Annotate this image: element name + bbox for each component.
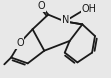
Text: N: N [62, 15, 69, 25]
Text: O: O [38, 1, 45, 11]
Text: O: O [16, 38, 24, 48]
Text: OH: OH [82, 4, 97, 14]
